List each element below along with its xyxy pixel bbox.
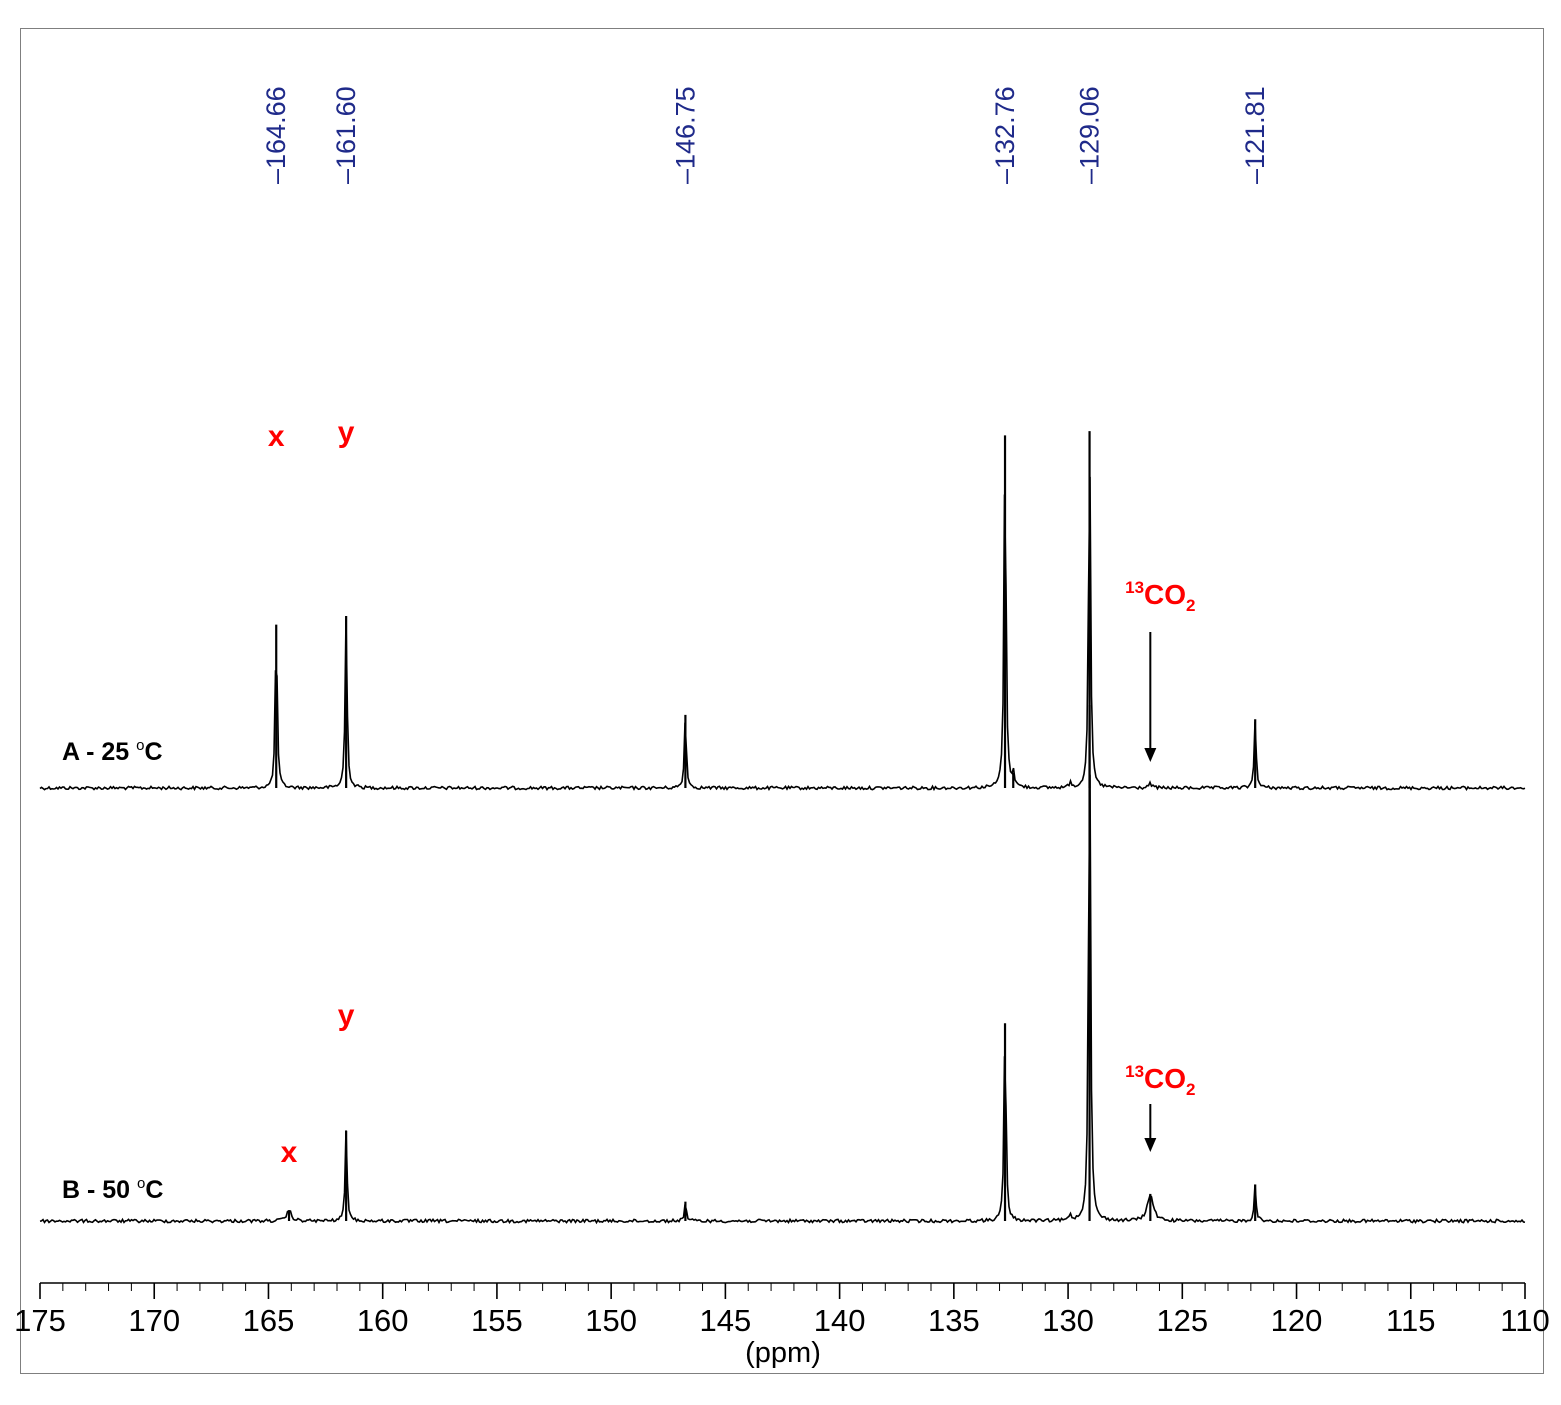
x-tick-label-155: 155: [471, 1303, 523, 1338]
x-tick-label-150: 150: [585, 1303, 637, 1338]
annotation-y-a: y: [338, 416, 355, 449]
annotation-y-b: y: [338, 999, 355, 1032]
x-tick-label-130: 130: [1042, 1303, 1094, 1338]
x-tick-label-120: 120: [1271, 1303, 1323, 1338]
series-label-b: B - 50 oC: [62, 1175, 163, 1204]
x-tick-label-175: 175: [14, 1303, 66, 1338]
series-labels: A - 25 oC B - 50 oC: [62, 737, 163, 1204]
peak-label-3: –132.76: [990, 86, 1020, 184]
peak-annotations: x y 13CO2 x y 13CO2: [268, 416, 1196, 1169]
x-tick-label-160: 160: [357, 1303, 409, 1338]
annotation-co2-a: 13CO2: [1125, 578, 1195, 615]
x-tick-label-125: 125: [1156, 1303, 1208, 1338]
peak-label-1: –161.60: [331, 86, 361, 184]
peak-label-2: –146.75: [670, 86, 700, 184]
peak-position-labels: –164.66 –161.60 –146.75 –132.76 –129.06 –121.…: [261, 86, 1270, 184]
peak-label-5: –121.81: [1240, 86, 1270, 184]
spectrum-trace-b: [39, 774, 1526, 1225]
spectrum-traces: [39, 431, 1526, 1225]
x-tick-label-110: 110: [1500, 1303, 1549, 1338]
x-tick-label-135: 135: [928, 1303, 980, 1338]
x-tick-label-145: 145: [700, 1303, 752, 1338]
x-tick-label-170: 170: [128, 1303, 180, 1338]
annotation-x-a: x: [268, 420, 285, 453]
x-tick-label-140: 140: [814, 1303, 866, 1338]
series-label-a: A - 25 oC: [62, 737, 163, 766]
peak-label-0: –164.66: [261, 86, 291, 184]
peak-label-4: –129.06: [1075, 86, 1105, 184]
x-tick-label-115: 115: [1386, 1303, 1435, 1338]
x-axis-title: (ppm): [745, 1337, 821, 1369]
x-axis: 175 170 165 160 155 150 145 140 135 130 125 120 115 1…: [14, 1282, 1550, 1369]
co2-arrow-head-b: [1144, 1138, 1157, 1152]
co2-arrow-head-a: [1144, 748, 1157, 762]
spectrum-trace-a: [39, 476, 1526, 792]
annotation-co2-b: 13CO2: [1125, 1062, 1195, 1099]
chart-frame: [20, 28, 1544, 1374]
annotation-x-b: x: [281, 1136, 298, 1169]
x-tick-label-165: 165: [243, 1303, 295, 1338]
